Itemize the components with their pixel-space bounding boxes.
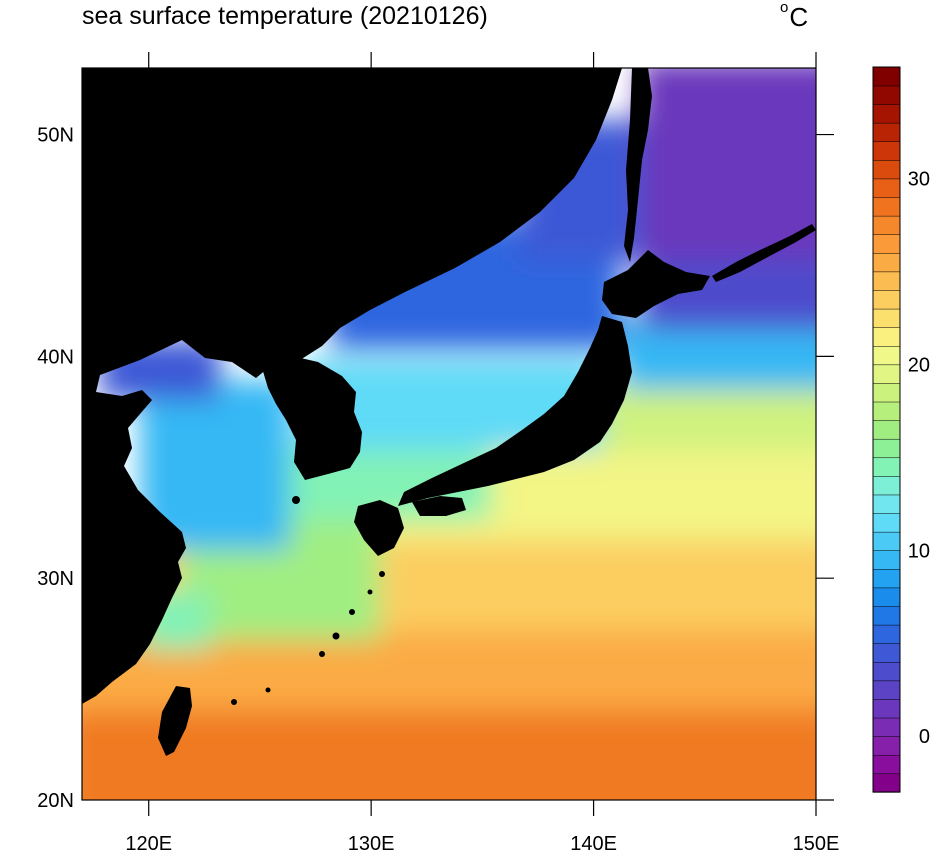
colorbar: 0 10 20 30 (872, 66, 930, 793)
lon-tick-label: 130E (348, 833, 395, 855)
colorbar-swatch (872, 680, 901, 700)
colorbar-swatch (872, 252, 901, 273)
lat-tick-label: 20N (37, 790, 74, 812)
map-frame (81, 67, 817, 801)
kuril-islands (712, 224, 816, 282)
colorbar-swatch (872, 327, 901, 347)
colorbar-swatch (872, 735, 901, 756)
lat-tick-label: 50N (37, 125, 74, 147)
colorbar-swatch (872, 717, 901, 737)
colorbar-swatch (872, 308, 901, 328)
colorbar-swatch (872, 494, 901, 514)
colorbar-swatch (872, 401, 901, 421)
colorbar-swatch (872, 531, 901, 551)
sst-field (82, 68, 816, 800)
colorbar-swatch (872, 773, 901, 793)
colorbar-swatch (872, 419, 901, 440)
units-letter: C (789, 2, 809, 32)
colorbar-swatch (872, 345, 901, 366)
colorbar-units: oC (780, 0, 809, 33)
sakhalin (624, 68, 652, 262)
colorbar-swatch (872, 103, 901, 124)
colorbar-swatch (872, 271, 901, 291)
lon-tick-label: 140E (570, 833, 617, 855)
colorbar-swatch (872, 550, 901, 570)
colorbar-tick-label: 10 (908, 540, 930, 562)
colorbar-swatch (872, 438, 901, 459)
colorbar-swatch (872, 754, 901, 775)
hokkaido (602, 250, 710, 318)
colorbar-swatch (872, 661, 901, 682)
map-axis-ticks: 120E 130E 140E 150E 20N 30N 40N 50N (37, 52, 839, 855)
colorbar-swatch (872, 159, 901, 180)
colorbar-swatch (872, 512, 901, 533)
colorbar-swatch (872, 475, 901, 496)
degree-symbol: o (780, 0, 789, 17)
lat-tick-label: 40N (37, 346, 74, 368)
colorbar-swatch (872, 643, 901, 663)
colorbar-swatch (872, 698, 901, 719)
lon-tick-label: 150E (793, 833, 840, 855)
map-plot-area (82, 68, 816, 800)
colorbar-swatch (872, 457, 901, 477)
honshu (398, 316, 632, 506)
colorbar-swatch (872, 66, 901, 87)
chart-title: sea surface temperature (20210126) (82, 2, 488, 30)
colorbar-swatch (872, 196, 901, 217)
colorbar-swatch (872, 141, 901, 161)
lon-tick-label: 120E (125, 833, 172, 855)
colorbar-swatch (872, 624, 901, 644)
korean-peninsula (262, 356, 362, 480)
taiwan (158, 686, 192, 756)
colorbar-tick-label: 30 (908, 169, 930, 191)
colorbar-swatch (872, 568, 901, 589)
colorbar-swatch (872, 122, 901, 143)
colorbar-swatch (872, 178, 901, 198)
colorbar-swatch (872, 587, 901, 607)
land (82, 68, 816, 756)
colorbar-swatch (872, 85, 901, 105)
colorbar-tick-label: 0 (919, 726, 930, 748)
lat-tick-label: 30N (37, 568, 74, 590)
colorbar-swatch (872, 289, 901, 310)
shikoku (412, 496, 466, 516)
colorbar-swatch (872, 234, 901, 254)
colorbar-tick-label: 20 (908, 354, 930, 376)
asia-mainland (82, 68, 622, 704)
colorbar-swatch (872, 364, 901, 384)
colorbar-swatch (872, 382, 901, 403)
colorbar-frame (872, 66, 901, 793)
colorbar-swatch (872, 605, 901, 626)
colorbar-swatch (872, 215, 901, 235)
kyushu (354, 500, 404, 556)
